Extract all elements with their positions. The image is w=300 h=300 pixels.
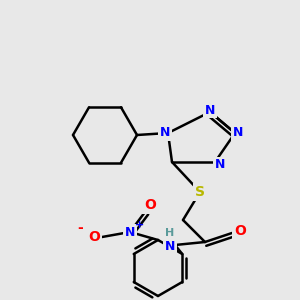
Text: -: - [77,221,83,235]
Text: N: N [215,158,225,172]
Text: N: N [125,226,135,238]
Text: S: S [195,185,205,199]
Text: +: + [134,220,144,230]
Text: H: H [165,228,175,238]
Text: N: N [205,103,215,116]
Text: O: O [144,198,156,212]
Text: N: N [165,241,175,254]
Text: O: O [88,230,100,244]
Text: N: N [233,127,243,140]
Text: N: N [160,127,170,140]
Text: O: O [234,224,246,238]
